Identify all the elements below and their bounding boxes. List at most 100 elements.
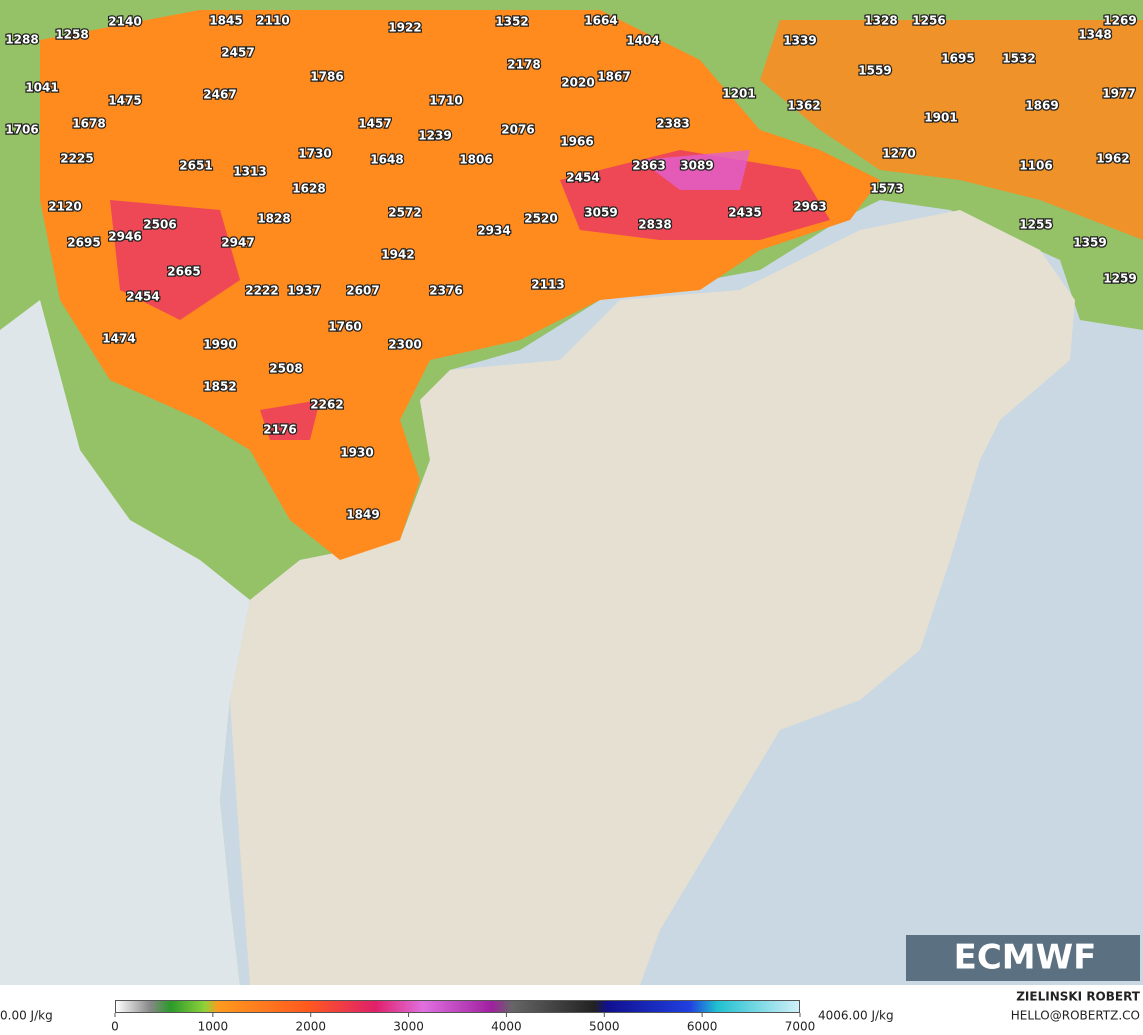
value-label: 1259 [1103,272,1136,286]
value-label: 2838 [638,218,671,232]
value-label: 2508 [269,362,302,376]
value-label: 2607 [346,284,379,298]
value-label: 1922 [388,21,421,35]
value-label: 1328 [864,14,897,28]
value-label: 1869 [1025,99,1058,113]
value-label: 2435 [728,206,761,220]
value-label: 1786 [310,70,343,84]
value-label: 2651 [179,159,212,173]
value-label: 1977 [1102,87,1135,101]
value-label: 2113 [531,278,564,292]
value-label: 1695 [941,52,974,66]
value-label: 2457 [221,46,254,60]
value-label: 1937 [287,284,320,298]
value-label: 1362 [787,99,820,113]
colorbar-tick-label: 4000 [491,1020,522,1034]
value-label: 1852 [203,380,236,394]
value-label: 1559 [858,64,891,78]
value-label: 2376 [429,284,462,298]
value-label: 1041 [25,81,58,95]
value-label: 1648 [370,153,403,167]
value-label: 3059 [584,206,617,220]
value-label: 1730 [298,147,331,161]
map: 1288 1258 2140 1845 2110 1922 1352 1664 1328 1256… [0,0,1143,985]
value-label: 1760 [328,320,361,334]
value-label: 2947 [221,236,254,250]
value-label: 2178 [507,58,540,72]
value-label: 3089 [680,159,713,173]
value-label: 1628 [292,182,325,196]
value-label: 1270 [882,147,915,161]
cape-high [110,150,830,440]
value-label: 1828 [257,212,290,226]
value-label: 2140 [108,15,141,29]
cape-ocean [760,20,1143,240]
value-label: 1239 [418,129,451,143]
value-label: 2020 [561,76,594,90]
value-label: 1457 [358,117,391,131]
value-label: 2222 [245,284,278,298]
value-label: 1269 [1103,14,1136,28]
value-label: 1678 [72,117,105,131]
value-label: 1966 [560,135,593,149]
value-label: 1664 [584,14,617,28]
value-label: 1710 [429,94,462,108]
value-label: 1573 [870,182,903,196]
value-label: 2383 [656,117,689,131]
value-label: 2454 [566,171,599,185]
contact: HELLO@ROBERTZ.CO [1011,1009,1140,1023]
value-label: 1962 [1096,152,1129,166]
value-label: 2506 [143,218,176,232]
value-label: 2176 [263,423,296,437]
value-label: 1806 [459,153,492,167]
author: ZIELINSKI ROBERT [1016,990,1141,1004]
value-label: 1930 [340,446,373,460]
max-label: 4006.00 J/kg [818,1009,894,1023]
value-label: 2863 [632,159,665,173]
value-label: 2695 [67,236,100,250]
logo: ECMWF [954,938,1097,978]
colorbar-tick-label: 3000 [393,1020,424,1034]
value-label: 1256 [912,14,945,28]
colorbar [115,1000,800,1013]
value-label: 1352 [495,15,528,29]
value-label: 1845 [209,14,242,28]
value-label: 1706 [5,123,38,137]
value-label: 1348 [1078,28,1111,42]
value-label: 1867 [597,70,630,84]
value-label: 2467 [203,88,236,102]
value-label: 1255 [1019,218,1052,232]
value-label: 1258 [55,28,88,42]
value-label: 2225 [60,152,93,166]
land [230,210,1075,985]
value-label: 2300 [388,338,421,352]
value-label: 1201 [722,87,755,101]
value-label: 2946 [108,230,141,244]
value-label: 1849 [346,508,379,522]
cape-peak [640,150,750,190]
value-label: 1106 [1019,159,1052,173]
value-label: 2934 [477,224,510,238]
value-label: 2665 [167,265,200,279]
value-label: 1474 [102,332,135,346]
value-label: 2110 [256,14,289,28]
value-label: 1901 [924,111,957,125]
pacific [0,300,250,985]
colorbar-tick-label: 2000 [295,1020,326,1034]
colorbar-tick-label: 0 [111,1020,119,1034]
value-label: 1990 [203,338,236,352]
value-label: 1532 [1002,52,1035,66]
value-label: 1339 [783,34,816,48]
colorbar-tick-label: 5000 [589,1020,620,1034]
value-label: 2520 [524,212,557,226]
value-label: 1475 [108,94,141,108]
value-label: 2120 [48,200,81,214]
value-label: 2076 [501,123,534,137]
value-label: 1942 [381,248,414,262]
value-label: 1313 [233,165,266,179]
value-label: 1288 [5,33,38,47]
footer: 0.00 J/kg 4006.00 J/kg ZIELINSKI ROBERT … [0,990,1141,1034]
min-label: 0.00 J/kg [0,1009,53,1023]
value-label: 1404 [626,34,659,48]
